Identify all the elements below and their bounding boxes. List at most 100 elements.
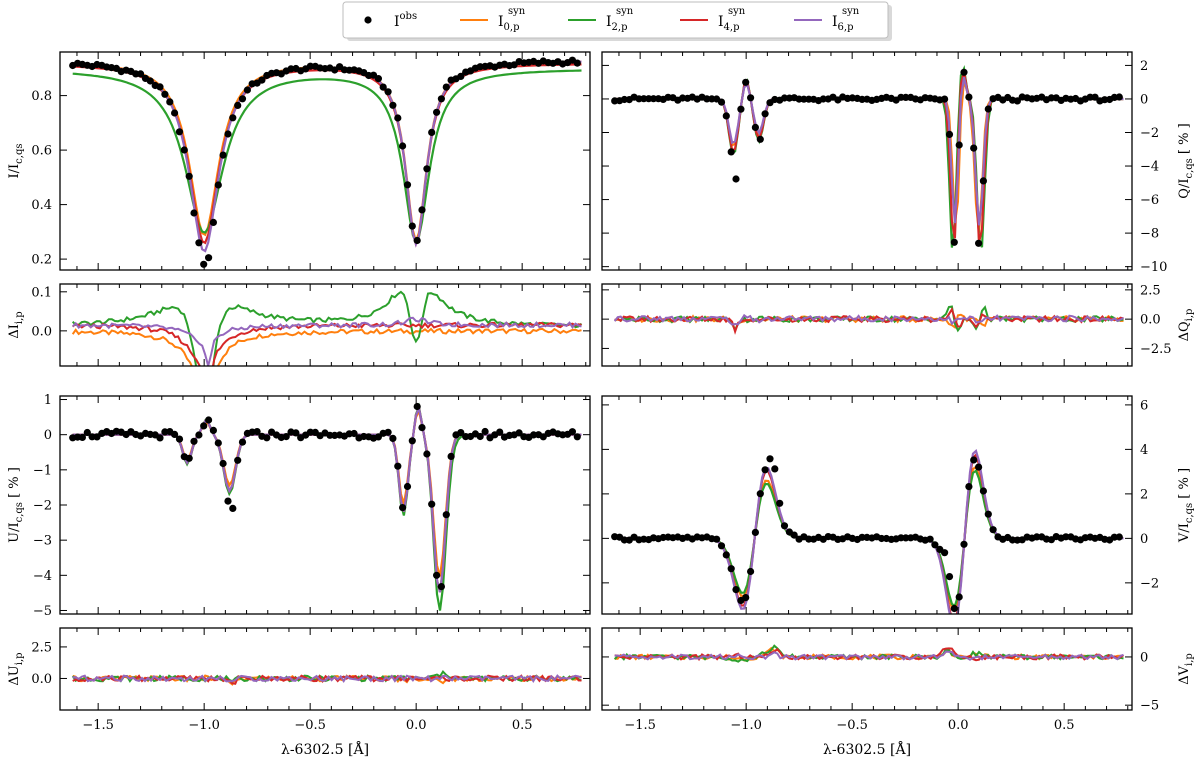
obs-point — [568, 428, 577, 436]
obs-point — [156, 434, 164, 442]
series-line-syn2 — [72, 69, 582, 245]
obs-point — [941, 549, 949, 557]
obs-point — [408, 437, 416, 445]
y-tick-label: 0 — [44, 428, 52, 443]
x-tick-label: −0.5 — [836, 718, 868, 733]
y-tick-label: 0.0 — [31, 324, 52, 339]
obs-point — [258, 76, 266, 84]
obs-point — [926, 535, 934, 543]
legend-entry-sup: syn — [842, 6, 860, 17]
obs-point — [292, 429, 300, 437]
obs-point — [394, 114, 402, 122]
obs-point — [389, 101, 397, 109]
obs-point — [515, 429, 523, 437]
obs-point — [433, 571, 441, 579]
obs-point — [747, 567, 755, 576]
y-tick-label: 0.0 — [31, 672, 52, 687]
y-axis-label: ΔVi,p — [1177, 653, 1195, 685]
y-axis-label: ΔIi,p — [7, 311, 25, 338]
obs-point — [374, 75, 382, 83]
residual-line-syn0 — [71, 327, 582, 366]
y-tick-label: 0.6 — [31, 144, 52, 159]
obs-point — [399, 142, 407, 150]
x-tick-label: 0.0 — [948, 718, 969, 733]
obs-point — [970, 144, 978, 152]
panel-frame — [601, 627, 1133, 711]
legend-entry-label: I4,p — [718, 14, 739, 33]
obs-point — [1091, 93, 1099, 101]
panel-frame — [59, 627, 591, 711]
plot-area-V — [611, 449, 1124, 614]
residual-line-syn6 — [71, 316, 582, 366]
x-tick-label: 0.5 — [512, 718, 533, 733]
y-tick-label: 2 — [1140, 487, 1148, 502]
obs-point — [573, 59, 581, 67]
y-tick-label: −4 — [33, 569, 52, 584]
obs-point — [146, 77, 154, 85]
obs-point — [350, 429, 358, 438]
obs-point — [496, 428, 504, 436]
obs-point — [384, 88, 392, 96]
plot-area-Q — [611, 64, 1124, 248]
obs-point — [282, 433, 290, 441]
obs-point — [756, 490, 764, 498]
obs-point — [975, 463, 983, 471]
obs-point — [713, 535, 721, 543]
obs-point — [224, 130, 232, 138]
x-axis-label: λ-6302.5 [Å] — [823, 740, 911, 758]
obs-point — [984, 510, 992, 518]
obs-point — [984, 105, 992, 113]
y-tick-label: 1 — [44, 393, 52, 408]
obs-point — [229, 114, 237, 122]
obs-point — [573, 433, 581, 441]
obs-point — [190, 437, 198, 445]
plot-area-dU — [71, 669, 582, 686]
x-tick-label: 0.5 — [1054, 718, 1075, 733]
legend-entry-label: I2,p — [606, 14, 627, 33]
obs-point — [205, 254, 213, 262]
obs-point — [960, 68, 968, 76]
y-axis-label: U/Ic,qs [ % ] — [7, 467, 25, 543]
obs-point — [185, 454, 193, 462]
obs-point — [945, 130, 954, 138]
obs-point — [175, 128, 184, 136]
obs-point — [185, 172, 193, 180]
legend-entry-label: I0,p — [498, 14, 519, 33]
obs-point — [771, 465, 779, 473]
legend-entry-sup: syn — [508, 6, 526, 17]
obs-point — [263, 434, 271, 442]
y-tick-label: 6 — [1140, 398, 1148, 413]
residual-line-syn2 — [71, 290, 583, 366]
y-tick-label: 2.5 — [1140, 283, 1161, 298]
obs-point — [945, 573, 954, 581]
panel-frame — [601, 51, 1133, 271]
obs-point — [732, 175, 740, 183]
obs-point — [234, 456, 242, 464]
x-tick-label: −1.0 — [188, 718, 220, 733]
plot-area-dQ — [613, 305, 1125, 335]
y-tick-label: −3 — [33, 534, 52, 549]
obs-point — [190, 209, 198, 217]
obs-point — [214, 181, 222, 189]
y-tick-label: 0.0 — [1140, 313, 1161, 328]
legend-entry-label: Iobs — [394, 11, 417, 30]
legend-box — [342, 1, 889, 39]
obs-point — [253, 428, 261, 436]
obs-point — [732, 586, 740, 594]
y-tick-label: −4 — [1140, 160, 1159, 175]
y-tick-label: −5 — [1140, 699, 1159, 714]
obs-point — [737, 105, 745, 113]
obs-point — [161, 90, 169, 98]
obs-point — [209, 426, 217, 434]
legend-marker-obs — [364, 16, 372, 24]
legend-entry-sup: syn — [728, 6, 746, 17]
obs-point — [751, 528, 760, 537]
obs-point — [965, 93, 973, 101]
x-tick-label: −1.0 — [730, 718, 762, 733]
y-tick-label: 0.8 — [31, 89, 52, 104]
obs-point — [960, 540, 968, 548]
obs-point — [423, 165, 431, 173]
obs-point — [171, 430, 179, 438]
obs-point — [747, 94, 755, 102]
